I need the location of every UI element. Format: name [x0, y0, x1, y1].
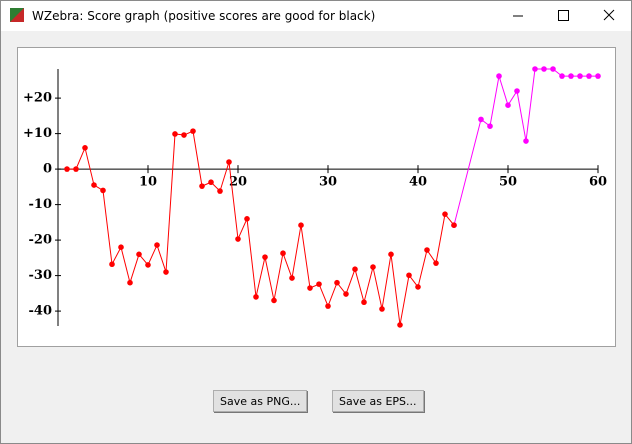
y-tick-label: -10 — [29, 197, 53, 212]
data-point — [559, 73, 565, 79]
data-point — [136, 251, 142, 258]
data-point — [415, 284, 421, 290]
x-tick-label: 10 — [139, 175, 157, 190]
data-point — [514, 88, 520, 94]
app-icon-part — [10, 8, 24, 22]
data-point — [262, 254, 268, 260]
data-point — [64, 166, 70, 172]
data-point — [190, 128, 196, 134]
data-point — [451, 222, 457, 228]
x-tick-label: 20 — [229, 175, 247, 190]
data-point — [523, 138, 529, 144]
data-point — [73, 166, 79, 172]
data-point — [433, 260, 439, 266]
data-point — [442, 211, 448, 217]
data-point — [208, 179, 214, 186]
y-tick-label: -30 — [29, 268, 53, 283]
title-bar: WZebra: Score graph (positive scores are… — [1, 1, 631, 31]
y-tick-label: -20 — [29, 233, 53, 248]
data-point — [397, 322, 403, 328]
data-point — [478, 116, 484, 123]
data-point — [163, 269, 169, 275]
data-point — [145, 262, 151, 268]
y-tick-label: +10 — [23, 126, 52, 141]
data-point — [199, 183, 205, 189]
data-point — [595, 73, 601, 79]
data-point — [226, 159, 232, 165]
data-point — [217, 188, 223, 194]
data-point — [118, 244, 124, 250]
data-point — [280, 250, 286, 257]
chart: +20 +10 0 -10 -20 -30 -40 10 20 30 40 50 60 — [17, 47, 616, 347]
maximize[interactable] — [558, 10, 569, 21]
data-point — [253, 294, 259, 300]
data-point — [235, 236, 241, 242]
data-point — [154, 242, 160, 248]
data-point — [424, 247, 430, 253]
data-point — [181, 132, 187, 138]
data-point — [325, 303, 331, 309]
y-tick-label: +20 — [23, 91, 52, 106]
data-point — [298, 222, 304, 228]
data-point — [82, 145, 88, 151]
x-tick-label: 30 — [319, 175, 337, 190]
title-icons — [10, 8, 615, 22]
data-point — [568, 73, 574, 79]
chart-frame — [17, 47, 616, 347]
data-point — [334, 279, 340, 286]
data-point — [370, 264, 376, 270]
data-point — [100, 187, 106, 194]
data-point — [505, 102, 511, 109]
window-title: WZebra: Score graph (positive scores are… — [32, 9, 376, 23]
data-point — [586, 73, 592, 79]
data-point — [289, 275, 295, 281]
data-point — [343, 291, 349, 297]
save-eps-button[interactable]: Save as EPS... — [332, 390, 424, 412]
data-point — [379, 306, 385, 312]
data-point — [352, 266, 358, 273]
data-point — [541, 66, 547, 72]
y-tick-label: 0 — [43, 162, 52, 177]
data-point — [271, 297, 277, 304]
data-point — [127, 279, 133, 286]
data-point — [172, 131, 178, 137]
data-point — [487, 123, 493, 129]
series-line — [67, 130, 455, 326]
data-point — [532, 66, 538, 72]
data-point — [109, 261, 115, 268]
y-tick-label: -40 — [29, 304, 53, 319]
data-point — [496, 73, 502, 79]
data-point — [244, 215, 250, 222]
close[interactable] — [603, 9, 615, 21]
data-point — [361, 299, 367, 306]
data-point — [316, 281, 322, 287]
data-point — [388, 251, 394, 258]
data-point — [406, 272, 412, 279]
data-point — [577, 73, 583, 79]
x-tick-label: 60 — [589, 175, 607, 190]
x-tick-label: 40 — [409, 175, 427, 190]
data-point — [91, 182, 97, 188]
data-point — [307, 285, 313, 291]
data-point — [550, 66, 556, 72]
save-png-button[interactable]: Save as PNG... — [213, 390, 308, 412]
x-tick-label: 50 — [499, 175, 517, 190]
